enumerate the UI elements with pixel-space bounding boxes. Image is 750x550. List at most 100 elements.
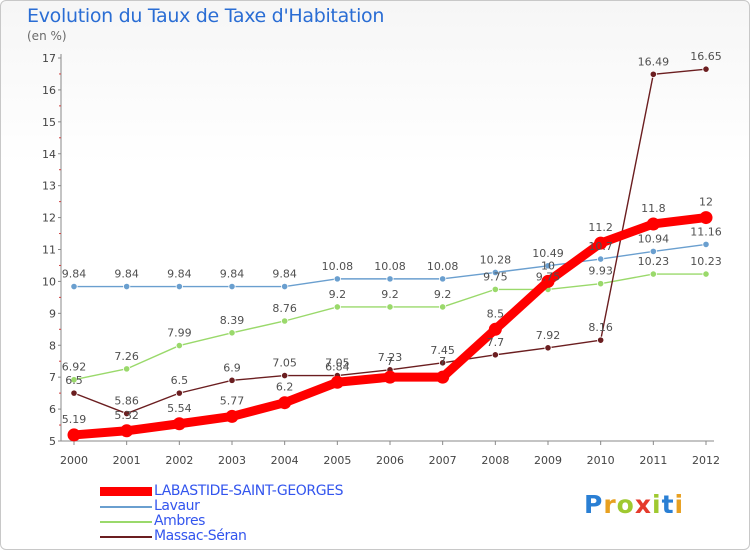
- proxiti-logo: Proxiti: [584, 490, 684, 519]
- x-tick-label: 2004: [271, 454, 299, 467]
- data-label: 9.84: [62, 268, 87, 281]
- y-tick-label: 7: [49, 371, 56, 384]
- data-point: [597, 280, 605, 288]
- data-point: [175, 389, 183, 397]
- data-point: [175, 341, 183, 350]
- y-tick-label: 14: [42, 148, 56, 161]
- data-label: 10.08: [427, 260, 459, 273]
- data-point: [281, 317, 289, 325]
- y-tick-label: 16: [42, 84, 56, 97]
- data-point: [172, 417, 186, 431]
- axes: 5 6 7 8 9 10 11 12 13 14 15 16 17 2000 2001 2002 2003 200…: [42, 52, 720, 467]
- x-tick-label: 2012: [692, 454, 720, 467]
- data-point: [597, 255, 605, 263]
- data-point: [70, 376, 78, 384]
- data-point: [120, 424, 134, 438]
- data-point: [333, 303, 341, 311]
- data-point: [175, 282, 183, 291]
- x-tick-label: 2009: [534, 454, 562, 467]
- data-point: [702, 65, 710, 73]
- data-point: [123, 282, 131, 291]
- data-label: 7.92: [536, 329, 561, 342]
- logo-letter: i: [674, 490, 685, 519]
- data-label: 16.49: [638, 55, 670, 68]
- data-point: [228, 376, 236, 384]
- x-tick-label: 2001: [113, 454, 141, 467]
- data-point: [70, 389, 78, 397]
- y-tick-label: 5: [49, 435, 56, 448]
- data-point: [439, 303, 447, 311]
- data-point: [702, 240, 710, 248]
- y-tick-label: 6: [49, 403, 56, 416]
- legend-swatch: [100, 487, 152, 496]
- data-label: 8.39: [220, 314, 245, 327]
- data-point: [225, 409, 239, 423]
- data-labels: 9.84 9.84 9.84 9.84 9.84 10.08 10.08 10.08 10.28…: [62, 50, 722, 426]
- data-label: 6.5: [65, 374, 83, 387]
- logo-letter: t: [661, 490, 675, 519]
- data-point: [436, 370, 450, 384]
- logo-letter: r: [603, 490, 617, 519]
- data-label: 11.8: [641, 202, 666, 215]
- data-label: 10.7: [588, 240, 613, 253]
- data-label: 7.99: [167, 327, 192, 340]
- x-tick-label: 2005: [323, 454, 351, 467]
- data-point: [281, 282, 289, 291]
- data-label: 10.28: [480, 253, 512, 266]
- data-point: [278, 396, 292, 410]
- legend-label: LABASTIDE-SAINT-GEORGES: [154, 483, 344, 499]
- y-tick-label: 9: [49, 307, 56, 320]
- unit-label: (en %): [27, 29, 67, 43]
- data-point: [541, 274, 555, 288]
- data-point: [383, 370, 397, 384]
- y-tick-label: 13: [42, 180, 56, 193]
- data-label: 6.5: [171, 374, 189, 387]
- legend-label: Massac-Séran: [154, 528, 247, 544]
- data-point: [123, 365, 131, 373]
- data-label: 5.86: [114, 395, 139, 408]
- data-point: [386, 303, 394, 311]
- data-point: [67, 428, 81, 442]
- data-label: 10.94: [638, 232, 670, 245]
- data-point: [649, 70, 657, 78]
- y-tick-label: 10: [42, 275, 56, 288]
- data-label: 10.23: [638, 255, 670, 268]
- data-point: [544, 344, 552, 352]
- data-label: 5.54: [167, 402, 192, 415]
- data-label: 9.2: [434, 288, 452, 301]
- series-layer: [67, 65, 713, 442]
- data-label: 10.08: [374, 260, 406, 273]
- data-point: [70, 282, 78, 291]
- data-label: 9.84: [167, 268, 192, 281]
- x-tick-label: 2008: [481, 454, 509, 467]
- logo-letter: x: [634, 490, 652, 519]
- legend-swatch: [100, 521, 152, 523]
- data-point: [649, 270, 657, 278]
- data-point: [597, 336, 605, 344]
- data-label: 7: [387, 355, 394, 368]
- data-label: 10.23: [690, 255, 722, 268]
- legend-label: Ambres: [154, 513, 206, 529]
- data-label: 6.9: [223, 361, 241, 374]
- data-label: 16.65: [690, 50, 722, 63]
- data-point: [491, 268, 499, 277]
- data-label: 7.45: [430, 344, 455, 357]
- data-label: 7.05: [272, 357, 297, 370]
- data-label: 9.75: [536, 270, 561, 283]
- data-label: 8.5: [487, 307, 505, 320]
- x-tick-label: 2006: [376, 454, 404, 467]
- data-point: [281, 371, 289, 380]
- data-label: 5.19: [62, 413, 87, 426]
- data-label: 9.2: [381, 288, 399, 301]
- y-tick-label: 11: [42, 244, 56, 257]
- legend-label: Lavaur: [154, 498, 200, 514]
- data-point: [228, 329, 236, 337]
- x-tick-label: 2011: [639, 454, 667, 467]
- logo-letter: P: [584, 490, 604, 519]
- data-point: [386, 275, 394, 283]
- data-point: [123, 409, 131, 418]
- data-point: [439, 275, 447, 283]
- data-label: 6.2: [276, 381, 294, 394]
- y-tick-label: 15: [42, 116, 56, 129]
